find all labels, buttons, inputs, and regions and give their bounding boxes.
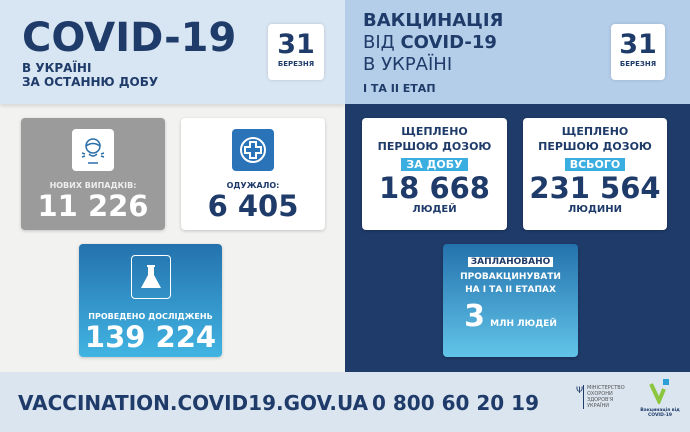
daily-unit: ЛЮДЕЙ xyxy=(412,204,457,215)
planned-line2: ПРОВАКЦИНУВАТИ xyxy=(460,272,561,282)
recovered-value: 6 405 xyxy=(207,189,299,223)
total-line2: ПЕРШОЮ ДОЗОЮ xyxy=(538,140,652,153)
daily-vaccination-card: ЩЕПЛЕНО ПЕРШОЮ ДОЗОЮ ЗА ДОБУ 18 668 ЛЮДЕ… xyxy=(362,118,507,230)
date-month: БЕРЕЗНЯ xyxy=(277,60,315,68)
total-vaccination-card: ЩЕПЛЕНО ПЕРШОЮ ДОЗОЮ ВСЬОГО 231 564 ЛЮДИ… xyxy=(523,118,667,230)
vacc-title-line2: ВІД COVID-19 xyxy=(363,32,497,54)
total-unit: ЛЮДИНИ xyxy=(567,204,623,215)
daily-highlight: ЗА ДОБУ xyxy=(401,158,468,171)
daily-line2: ПЕРШОЮ ДОЗОЮ xyxy=(377,140,492,153)
subtitle-line2: ЗА ОСТАННЮ ДОБУ xyxy=(22,75,159,89)
recovered-card: ОДУЖАЛО: 6 405 xyxy=(181,118,325,230)
vaccination-v-icon xyxy=(649,379,669,406)
vacc-title-line1: ВАКЦИНАЦІЯ xyxy=(363,10,504,31)
vaccination-logo-text: Вакцинація від COVID-19 xyxy=(640,408,680,418)
recovered-label: ОДУЖАЛО: xyxy=(226,181,280,190)
tests-value: 139 224 xyxy=(84,320,217,354)
planned-card: ЗАПЛАНОВАНО ПРОВАКЦИНУВАТИ НА І ТА ІІ ЕТ… xyxy=(443,244,578,357)
vaccination-logo: Вакцинація від COVID-19 xyxy=(640,378,680,418)
total-value: 231 564 xyxy=(529,171,661,205)
planned-unit: МЛН ЛЮДЕЙ xyxy=(490,319,557,329)
trident-icon: Ψ xyxy=(576,386,584,396)
medical-cross-icon xyxy=(232,129,274,171)
hotline-phone[interactable]: 0 800 60 20 19 xyxy=(372,391,540,415)
date-badge-right: 31 БЕРЕЗНЯ xyxy=(611,24,665,80)
planned-highlight: ЗАПЛАНОВАНО xyxy=(467,257,554,267)
sneeze-icon xyxy=(72,129,114,171)
covid-title: COVID-19 xyxy=(22,15,237,61)
website-link[interactable]: VACCINATION.COVID19.GOV.UA xyxy=(18,391,369,415)
footer xyxy=(0,372,690,432)
total-line1: ЩЕПЛЕНО xyxy=(561,125,629,138)
new-cases-label: НОВИХ ВИПАДКІВ: xyxy=(49,181,137,190)
total-highlight: ВСЬОГО xyxy=(564,158,626,171)
date-day: 31 xyxy=(277,29,315,60)
vacc-title-line3: В УКРАЇНІ xyxy=(363,54,453,75)
tests-label: ПРОВЕДЕНО ДОСЛІДЖЕНЬ xyxy=(88,312,213,321)
flask-icon xyxy=(130,255,171,299)
date-month: БЕРЕЗНЯ xyxy=(619,60,657,68)
new-cases-card: НОВИХ ВИПАДКІВ: 11 226 xyxy=(21,118,165,230)
tests-card: ПРОВЕДЕНО ДОСЛІДЖЕНЬ 139 224 xyxy=(79,244,222,357)
new-cases-value: 11 226 xyxy=(37,189,149,223)
vacc-stage: І ТА ІІ ЕТАП xyxy=(363,82,436,95)
vacc-title-prefix: ВІД xyxy=(363,32,401,53)
daily-line1: ЩЕПЛЕНО xyxy=(401,125,468,138)
moh-logo: МІНІСТЕРСТВО ОХОРОНИ ЗДОРОВ'Я УКРАЇНИ xyxy=(583,385,625,409)
vacc-title-bold: COVID-19 xyxy=(400,32,497,53)
planned-line3: НА І ТА ІІ ЕТАПАХ xyxy=(465,285,556,295)
date-day: 31 xyxy=(619,29,657,60)
planned-value: 3 xyxy=(464,299,485,334)
date-badge-left: 31 БЕРЕЗНЯ xyxy=(268,24,324,80)
subtitle-line1: В УКРАЇНІ xyxy=(22,61,92,75)
daily-value: 18 668 xyxy=(379,171,490,205)
